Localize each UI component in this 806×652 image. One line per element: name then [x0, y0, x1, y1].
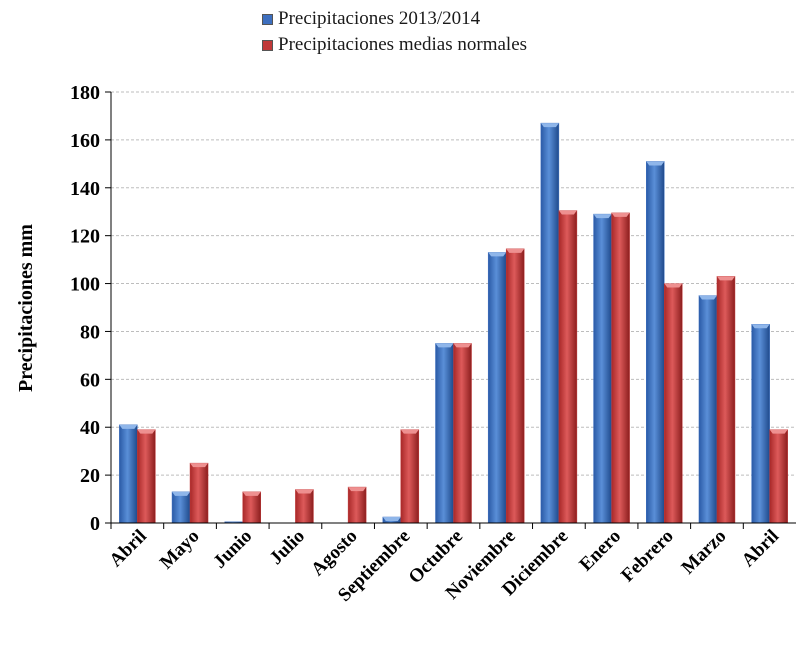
bar-precip-normal-12[interactable]	[769, 429, 788, 524]
x-tick-label: Febrero	[617, 526, 678, 587]
y-tick-label: 100	[70, 274, 100, 296]
bar-precip-2013-2014-12[interactable]	[751, 324, 770, 524]
bar-bevel	[698, 295, 717, 300]
y-tick-label: 140	[70, 178, 100, 200]
y-tick-label: 40	[80, 417, 100, 439]
y-tick-label: 180	[70, 82, 100, 104]
bar-precip-normal-0[interactable]	[137, 429, 156, 524]
y-tick-label: 120	[70, 226, 100, 248]
bars	[119, 122, 788, 524]
bar-precip-normal-5[interactable]	[400, 429, 420, 524]
legend-label-series-1: Precipitaciones 2013/2014	[278, 8, 481, 29]
legend: Precipitaciones 2013/2014 Precipitacione…	[262, 6, 527, 58]
bar-precip-normal-9[interactable]	[611, 212, 630, 524]
y-tick-label: 60	[80, 369, 100, 391]
bar-bevel	[769, 429, 788, 434]
x-tick-label: Abril	[105, 526, 150, 571]
x-tick-label: Marzo	[678, 526, 731, 579]
bar-precip-normal-1[interactable]	[189, 462, 209, 524]
bar-bevel	[540, 123, 559, 128]
y-tick-label: 80	[80, 321, 100, 343]
bar-bevel	[716, 276, 735, 281]
bar-bevel	[664, 283, 683, 288]
bar-precip-normal-2[interactable]	[242, 491, 261, 524]
bar-precip-normal-10[interactable]	[664, 283, 683, 524]
bar-precip-2013-2014-8[interactable]	[540, 122, 560, 524]
y-tick-label: 160	[70, 130, 100, 152]
bar-precip-normal-11[interactable]	[716, 276, 736, 524]
bar-precip-normal-8[interactable]	[558, 210, 578, 524]
y-tick-label: 0	[90, 513, 100, 535]
legend-swatch-blue	[262, 13, 273, 25]
bar-precip-2013-2014-1[interactable]	[171, 491, 191, 524]
bar-bevel	[488, 252, 507, 257]
bar-precip-2013-2014-0[interactable]	[119, 424, 138, 524]
legend-item-series-1[interactable]: Precipitaciones 2013/2014	[262, 6, 527, 32]
bar-precip-normal-7[interactable]	[505, 248, 525, 524]
legend-item-series-2[interactable]: Precipitaciones medias normales	[262, 32, 527, 58]
x-tick-label: Mayo	[156, 526, 204, 574]
bar-precip-normal-3[interactable]	[295, 489, 314, 524]
bar-bevel	[751, 324, 770, 329]
bar-bevel	[382, 517, 401, 522]
bar-bevel	[295, 489, 314, 494]
bar-bevel	[453, 343, 472, 348]
bar-bevel	[558, 210, 577, 215]
bar-precip-normal-4[interactable]	[347, 486, 367, 524]
bar-precip-2013-2014-9[interactable]	[593, 213, 612, 524]
bar-bevel	[172, 491, 191, 496]
x-tick-label: Abril	[738, 526, 783, 571]
x-tick-label: Julio	[266, 526, 309, 569]
bar-bevel	[119, 424, 138, 429]
bar-bevel	[646, 161, 665, 166]
bar-bevel	[137, 429, 156, 434]
bar-precip-2013-2014-7[interactable]	[487, 252, 507, 524]
bar-bevel	[593, 214, 612, 219]
legend-label-series-2: Precipitaciones medias normales	[278, 34, 528, 55]
bar-precip-2013-2014-11[interactable]	[698, 295, 718, 524]
bar-bevel	[611, 212, 630, 217]
bar-precip-normal-6[interactable]	[453, 343, 472, 524]
bar-bevel	[348, 487, 367, 492]
y-tick-label: 20	[80, 465, 100, 487]
x-tick-label: Junio	[209, 526, 256, 573]
bar-bevel	[506, 248, 525, 253]
bar-bevel	[435, 343, 454, 348]
legend-swatch-red	[262, 39, 273, 51]
x-tick-label: Enero	[575, 526, 625, 576]
bar-precip-2013-2014-6[interactable]	[435, 343, 454, 524]
bar-bevel	[242, 491, 261, 496]
bar-bevel	[190, 463, 209, 468]
y-axis-title: Precipitaciones mm	[15, 224, 37, 392]
bar-bevel	[400, 429, 419, 434]
bar-precip-2013-2014-10[interactable]	[646, 161, 665, 524]
